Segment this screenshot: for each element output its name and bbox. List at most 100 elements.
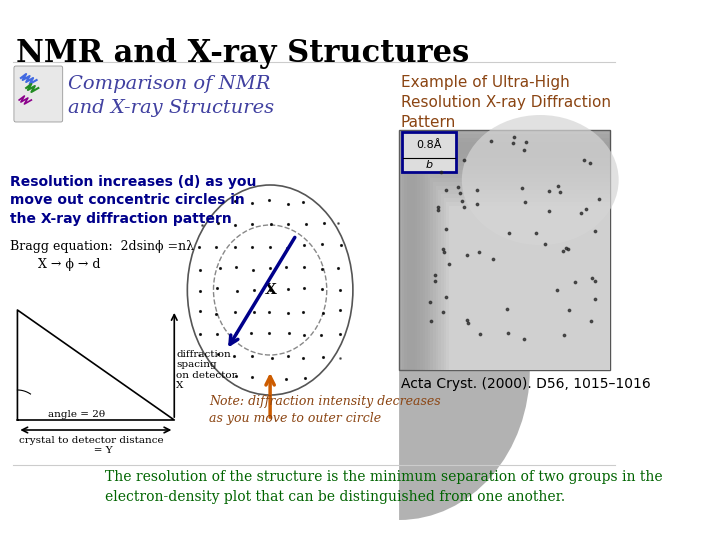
Text: crystal to detector distance
       = Y: crystal to detector distance = Y [19,436,164,455]
Point [429,271,441,280]
Point [508,132,519,141]
Text: diffraction
spacing
on detector
X: diffraction spacing on detector X [176,350,237,390]
Point [544,207,555,215]
Point [590,295,601,303]
Point [552,182,564,191]
Point [462,319,474,327]
Text: angle = 2θ: angle = 2θ [48,410,105,419]
Point [471,200,482,208]
Point [485,137,497,145]
Point [554,188,565,197]
Point [559,331,570,340]
Text: NMR and X-ray Structures: NMR and X-ray Structures [16,38,469,69]
Point [593,195,605,204]
Point [502,305,513,313]
Point [461,315,472,324]
Bar [444,198,610,370]
Point [487,255,499,264]
Point [459,156,470,164]
Bar [407,142,610,370]
Point [530,229,541,238]
Point [580,205,592,214]
Point [441,186,452,194]
Bar [446,202,610,370]
FancyBboxPatch shape [14,66,63,122]
Bar [405,138,610,370]
Text: 0.8Å: 0.8Å [416,140,441,150]
Point [590,227,601,235]
Text: Bragg equation:  2dsinϕ =nλ
       X → ϕ → d: Bragg equation: 2dsinϕ =nλ X → ϕ → d [11,240,194,271]
Point [440,292,451,301]
Wedge shape [399,370,530,520]
Bar [433,182,610,370]
Point [559,243,571,252]
Point [552,285,563,294]
Point [518,145,529,154]
Point [454,188,466,197]
Bar [399,130,610,370]
Point [503,329,514,338]
Point [517,183,528,192]
Point [461,251,472,260]
Point [578,156,590,165]
Point [456,196,468,205]
Text: Comparison of NMR
and X-ray Structures: Comparison of NMR and X-ray Structures [68,75,274,117]
Point [432,206,444,214]
Point [435,168,446,177]
Bar [441,194,610,370]
Bar [436,186,610,370]
Bar [431,178,610,370]
Point [543,186,554,195]
Point [474,329,486,338]
Point [575,208,587,217]
Bar [418,158,610,370]
Point [437,308,449,316]
Text: Resolution increases (d) as you
move out concentric circles in
the X-ray diffrac: Resolution increases (d) as you move out… [11,175,257,226]
Text: Note: diffraction intensity decreases
as you move to outer circle: Note: diffraction intensity decreases as… [209,395,441,425]
Text: b: b [425,160,432,170]
Bar [423,166,610,370]
Point [472,185,483,194]
Text: Example of Ultra-High
Resolution X-ray Diffraction
Pattern: Example of Ultra-High Resolution X-ray D… [401,75,611,130]
Bar [412,150,610,370]
Bar [449,206,610,370]
Point [520,197,531,206]
Point [473,248,485,256]
Bar [420,162,610,370]
Bar [402,134,610,370]
Bar [410,146,610,370]
Point [586,274,598,282]
Point [438,244,449,253]
Point [584,158,595,167]
Point [589,276,600,285]
Point [441,225,452,234]
Text: Acta Cryst. (2000). D56, 1015–1016: Acta Cryst. (2000). D56, 1015–1016 [401,377,651,391]
Bar [426,170,610,370]
Point [432,202,444,211]
Point [518,335,530,343]
Point [507,139,518,148]
Point [443,260,454,268]
Point [570,278,581,286]
FancyBboxPatch shape [402,132,456,172]
Point [563,306,575,314]
Bar [428,174,610,370]
Point [426,316,437,325]
Point [452,183,464,192]
Point [459,203,470,212]
Point [425,298,436,307]
Point [429,277,441,286]
Point [503,229,515,238]
Text: The resolution of the structure is the minimum separation of two groups in the
e: The resolution of the structure is the m… [104,470,662,503]
Text: X: X [265,283,276,297]
FancyBboxPatch shape [399,130,610,370]
Point [539,239,551,248]
Bar [438,190,610,370]
Point [557,246,569,255]
Point [521,138,532,146]
Point [438,248,449,257]
Point [562,245,574,254]
Bar [415,154,610,370]
Point [585,316,597,325]
Ellipse shape [462,115,618,245]
